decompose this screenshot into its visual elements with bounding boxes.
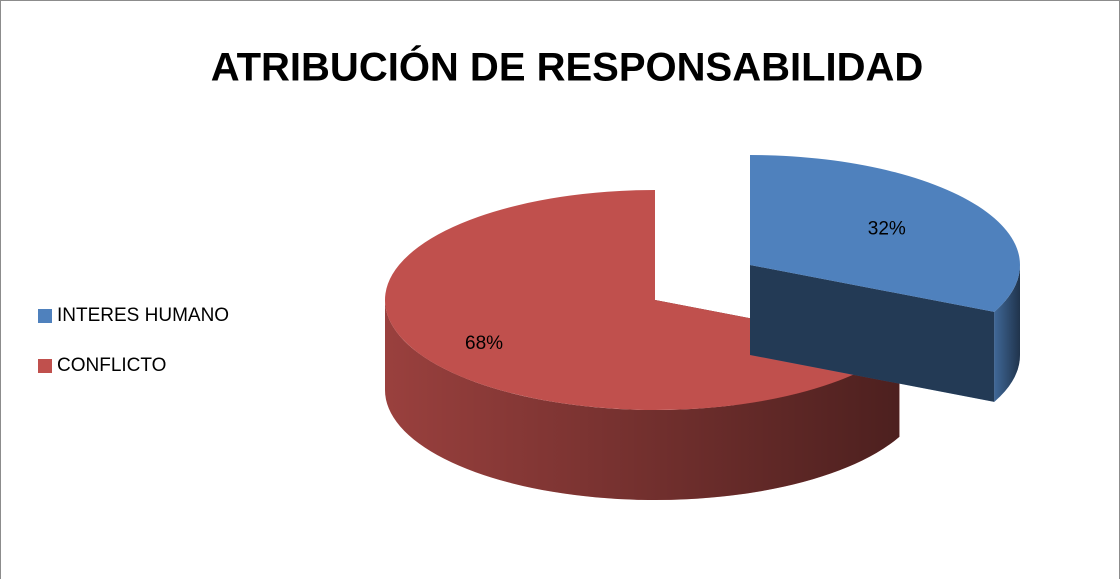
legend-swatch [38,309,52,323]
legend-label: INTERES HUMANO [57,305,229,326]
pie-slice-face-shade [750,265,995,402]
chart-title: ATRIBUCIÓN DE RESPONSABILIDAD [211,44,924,90]
legend-label: CONFLICTO [57,355,166,376]
data-label: 68% [465,333,503,354]
data-label: 32% [868,219,906,240]
legend-swatch [38,359,52,373]
pie-slice [750,155,1020,312]
pie-slice-side-shade [385,300,900,500]
pie-slice-side-shade [994,265,1020,402]
